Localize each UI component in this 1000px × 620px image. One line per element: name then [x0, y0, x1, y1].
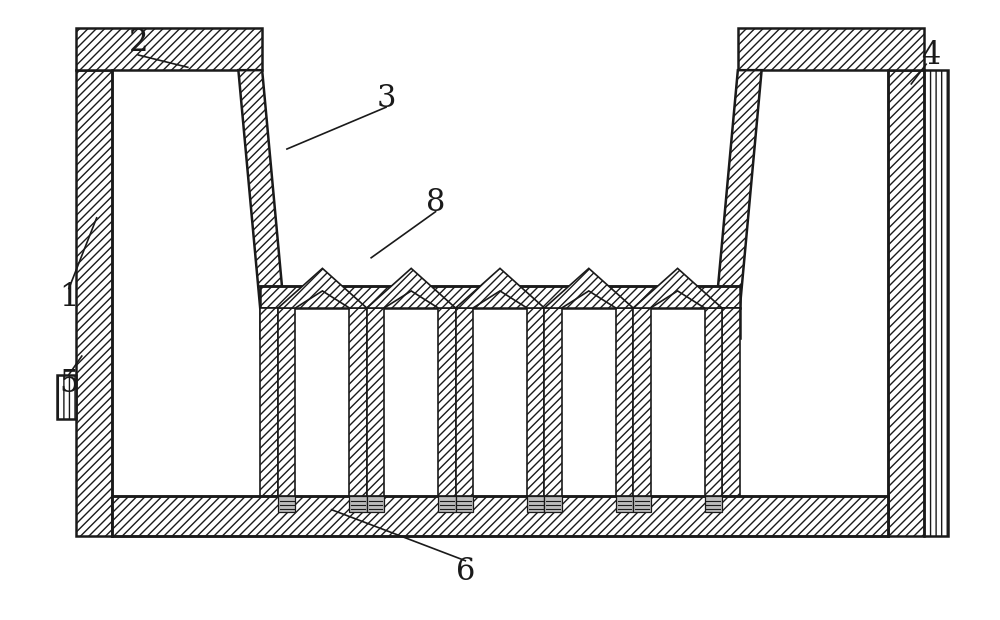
Bar: [924, 70, 948, 536]
Polygon shape: [238, 70, 284, 308]
Bar: [716, 308, 740, 338]
Bar: [278, 497, 295, 512]
Bar: [278, 308, 295, 497]
Polygon shape: [544, 268, 633, 308]
Bar: [438, 497, 456, 512]
Bar: [544, 308, 562, 497]
Bar: [367, 497, 384, 512]
Bar: [57, 375, 76, 419]
Polygon shape: [716, 70, 762, 308]
Bar: [76, 27, 262, 70]
Bar: [278, 308, 722, 497]
Bar: [112, 70, 238, 536]
Bar: [260, 308, 284, 338]
Bar: [349, 308, 367, 497]
Text: 6: 6: [456, 556, 475, 587]
Bar: [705, 308, 722, 497]
Text: 3: 3: [376, 82, 396, 113]
Bar: [616, 497, 633, 512]
Bar: [888, 70, 924, 536]
Bar: [527, 308, 544, 497]
Bar: [112, 497, 888, 536]
Bar: [456, 497, 473, 512]
Bar: [260, 308, 278, 497]
Bar: [705, 497, 722, 512]
Polygon shape: [367, 268, 456, 308]
Bar: [349, 497, 367, 512]
Text: 2: 2: [129, 27, 148, 58]
Bar: [527, 497, 544, 512]
Polygon shape: [278, 268, 367, 308]
Bar: [367, 308, 384, 497]
Bar: [738, 27, 924, 70]
Text: 4: 4: [921, 40, 941, 71]
Bar: [616, 308, 633, 497]
Bar: [633, 308, 651, 497]
Polygon shape: [633, 268, 722, 308]
Text: 8: 8: [426, 187, 445, 218]
Bar: [762, 70, 888, 536]
Bar: [633, 497, 651, 512]
Text: 5: 5: [59, 368, 79, 399]
Bar: [438, 308, 456, 497]
Bar: [76, 70, 112, 536]
Bar: [544, 497, 562, 512]
Polygon shape: [456, 268, 544, 308]
Bar: [722, 308, 740, 497]
Text: 1: 1: [59, 282, 79, 313]
Bar: [456, 308, 473, 497]
Bar: [260, 286, 740, 308]
